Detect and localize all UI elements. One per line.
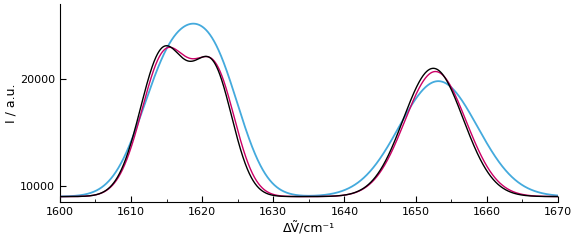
Y-axis label: I / a.u.: I / a.u. <box>4 83 17 123</box>
X-axis label: ΔṼ/cm⁻¹: ΔṼ/cm⁻¹ <box>283 222 335 236</box>
